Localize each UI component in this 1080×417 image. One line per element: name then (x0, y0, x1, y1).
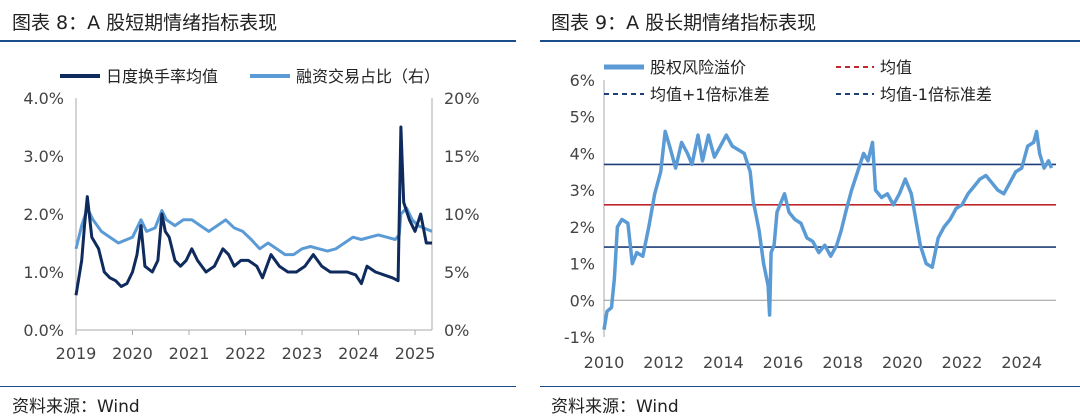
legend-label-upper: 均值+1倍标准差 (650, 85, 770, 104)
right-chart-title: 图表 9：A 股长期情绪指标表现 (551, 12, 817, 34)
x-tick-label: 2016 (763, 353, 804, 372)
left-chart: 0.0% 1.0% 2.0% 3.0% 4.0% 0% 5% 10% 15% 20% 2019 202… (23, 67, 480, 363)
left-y-tick-label: 1.0% (23, 263, 64, 282)
x-tick-label: 2022 (225, 344, 266, 363)
y-tick-label: 0% (570, 291, 595, 310)
series-line-turnover (74, 125, 432, 296)
left-title-rule (0, 40, 516, 42)
legend-label-erp: 股权风险溢价 (650, 58, 746, 77)
x-tick-label: 2014 (703, 353, 744, 372)
x-tick-label: 2022 (942, 353, 983, 372)
left-y-tick-label: 3.0% (23, 147, 64, 166)
series-line-financing-share (74, 206, 433, 257)
x-tick-label: 2021 (169, 344, 210, 363)
y-tick-label: 3% (570, 181, 595, 200)
right-y-tick-label: 10% (444, 205, 480, 224)
right-y-tick-label: 0% (444, 321, 469, 340)
y-tick-label: 4% (570, 144, 595, 163)
y-tick-label: 5% (570, 108, 595, 127)
series-line-erp (602, 129, 1054, 330)
right-y-tick-label: 20% (444, 89, 480, 108)
right-source-rule (540, 386, 1080, 387)
x-tick-label: 2019 (56, 344, 97, 363)
x-tick-label: 2024 (1001, 353, 1042, 372)
x-tick-label: 2018 (822, 353, 863, 372)
right-source-note: 资料来源：Wind (551, 397, 679, 417)
right-y-tick-label: 5% (444, 263, 469, 282)
y-tick-label: -1% (564, 328, 595, 347)
x-tick-label: 2025 (395, 344, 436, 363)
left-y-tick-label: 4.0% (23, 89, 64, 108)
y-tick-label: 1% (570, 255, 595, 274)
legend-label-turnover: 日度换手率均值 (106, 67, 218, 86)
left-source-rule (0, 386, 516, 387)
left-chart-title: 图表 8：A 股短期情绪指标表现 (12, 12, 278, 34)
y-tick-label: 2% (570, 218, 595, 237)
right-title-rule (540, 40, 1080, 42)
x-tick-label: 2023 (282, 344, 323, 363)
x-tick-label: 2010 (584, 353, 625, 372)
right-y-tick-label: 15% (444, 147, 480, 166)
left-source-note: 资料来源：Wind (12, 397, 140, 417)
y-tick-label: 6% (570, 71, 595, 90)
left-y-tick-label: 2.0% (23, 205, 64, 224)
legend-label-financing: 融资交易占比（右） (296, 67, 440, 86)
legend-label-mean: 均值 (880, 58, 912, 77)
x-tick-label: 2020 (112, 344, 153, 363)
left-y-tick-label: 0.0% (23, 321, 64, 340)
legend-label-lower: 均值-1倍标准差 (880, 85, 992, 104)
x-tick-label: 2020 (882, 353, 923, 372)
x-tick-label: 2024 (338, 344, 379, 363)
x-tick-label: 2012 (643, 353, 684, 372)
